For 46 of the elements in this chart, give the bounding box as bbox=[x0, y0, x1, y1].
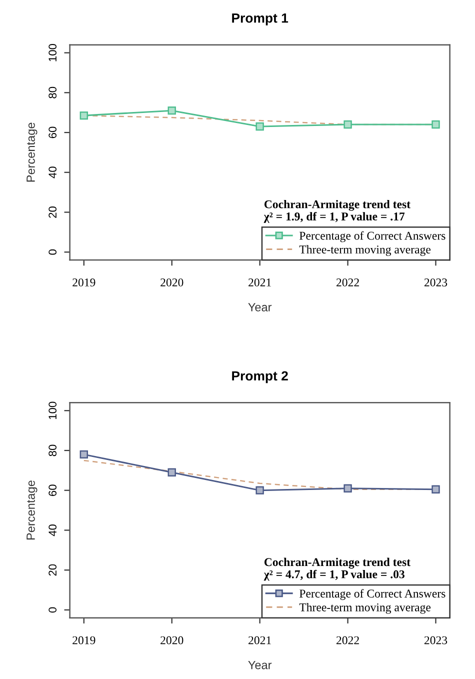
legend-label: Percentage of Correct Answers bbox=[299, 589, 446, 600]
x-tick-label: 2021 bbox=[248, 636, 271, 644]
y-tick-label: 80 bbox=[48, 444, 57, 456]
legend-label: Percentage of Correct Answers bbox=[299, 231, 446, 242]
legend-label: Three-term moving average bbox=[299, 245, 431, 256]
x-axis-title: Year bbox=[248, 660, 272, 670]
x-tick-label: 2023 bbox=[424, 636, 448, 644]
y-tick-label: 40 bbox=[48, 524, 57, 536]
y-tick-label: 80 bbox=[48, 86, 57, 98]
y-axis-title: Percentage bbox=[26, 480, 38, 540]
x-tick-label: 2019 bbox=[72, 278, 96, 286]
point bbox=[256, 122, 264, 131]
x-tick-label: 2022 bbox=[336, 636, 359, 644]
y-tick-label: 40 bbox=[48, 166, 57, 178]
annotation: χ² = 1.9, df = 1, P value = .17 bbox=[264, 212, 405, 223]
y-tick-label: 20 bbox=[48, 206, 57, 218]
point bbox=[256, 486, 264, 494]
y-tick-label: 60 bbox=[48, 484, 57, 496]
x-tick-label: 2023 bbox=[424, 278, 448, 286]
point bbox=[168, 106, 176, 115]
y-tick-label: 100 bbox=[48, 402, 57, 420]
point bbox=[432, 485, 440, 494]
y-tick-label: 60 bbox=[48, 126, 57, 138]
y-tick-label: 20 bbox=[48, 564, 57, 576]
x-tick-label: 2020 bbox=[160, 278, 184, 286]
y-tick-label: 0 bbox=[48, 249, 57, 255]
annotation: Cochran-Armitage trend test bbox=[264, 558, 410, 569]
x-axis-title: Year bbox=[248, 303, 272, 312]
x-tick-label: 2019 bbox=[72, 636, 96, 644]
point bbox=[80, 450, 88, 459]
point bbox=[344, 484, 352, 492]
point bbox=[344, 120, 352, 129]
point bbox=[432, 120, 440, 129]
point bbox=[80, 111, 88, 120]
annotation: Cochran-Armitage trend test bbox=[264, 200, 410, 211]
chart-title: Prompt 2 bbox=[232, 371, 288, 384]
legend-label: Three-term moving average bbox=[299, 603, 431, 614]
x-tick-label: 2021 bbox=[248, 278, 271, 286]
chart-title: Prompt 1 bbox=[232, 14, 288, 26]
y-tick-label: 0 bbox=[48, 607, 57, 613]
y-axis-title: Percentage bbox=[26, 122, 38, 182]
y-tick-label: 100 bbox=[48, 44, 57, 62]
x-tick-label: 2022 bbox=[336, 278, 359, 286]
point bbox=[168, 468, 176, 476]
x-tick-label: 2020 bbox=[160, 636, 184, 644]
annotation: χ² = 4.7, df = 1, P value = .03 bbox=[264, 570, 404, 581]
